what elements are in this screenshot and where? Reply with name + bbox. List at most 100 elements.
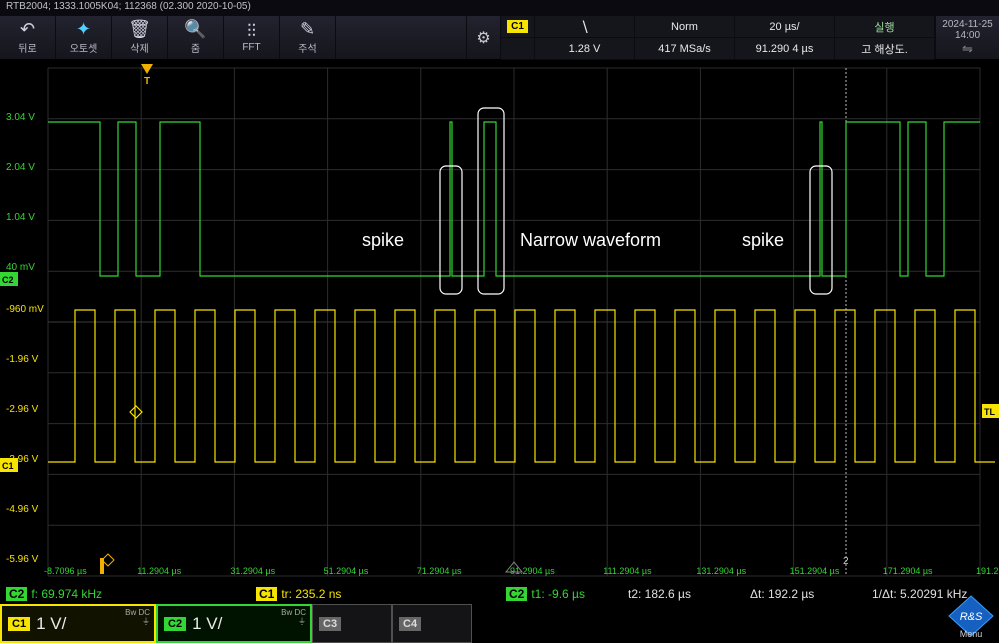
svg-text:2: 2 (843, 556, 849, 567)
meas-risetime[interactable]: C1 tr: 235.2 ns (250, 584, 500, 604)
svg-text:-2.96 V: -2.96 V (6, 404, 39, 415)
back-label: 뒤로 (18, 40, 36, 55)
autoset-label: 오토셋 (70, 40, 98, 55)
c1-scale: 1 V/ (36, 614, 66, 634)
meas3-chtag: C2 (506, 587, 527, 601)
device-titlebar: RTB2004; 1333.1005K04; 112368 (02.300 20… (0, 0, 999, 16)
trash-icon: 🗑 (128, 20, 151, 38)
svg-text:-4.96 V: -4.96 V (6, 504, 39, 515)
svg-text:-5.96 V: -5.96 V (6, 554, 39, 565)
svg-text:151.2904 µs: 151.2904 µs (790, 566, 840, 576)
date-text: 2024-11-25 (942, 19, 992, 30)
c2-name: C2 (164, 617, 186, 631)
waveform-display[interactable]: 3.04 V 2.04 V 1.04 V 40 mV -960 mV -1.96 V -2.… (0, 60, 999, 584)
svg-text:3.04 V: 3.04 V (6, 112, 35, 123)
acq-mode-cell[interactable]: Norm (635, 16, 735, 38)
zoom-button[interactable]: 🔍 줌 (168, 16, 224, 59)
trigger-level-cell[interactable]: 1.28 V (535, 38, 635, 60)
meas-cursor-dt[interactable]: Δt: 192.2 µs (744, 584, 866, 604)
c2-coupling: Bᴡ DC ⏚ (281, 608, 306, 626)
status-c1-badge[interactable]: C1 (501, 16, 535, 38)
svg-text:spike: spike (742, 230, 784, 250)
meas5-value: Δt: 192.2 µs (750, 587, 814, 601)
falling-edge-icon: ∖ (580, 18, 590, 36)
svg-text:Narrow waveform: Narrow waveform (520, 230, 661, 250)
meas2-chtag: C1 (256, 587, 277, 601)
svg-text:51.2904 µs: 51.2904 µs (324, 566, 369, 576)
status-blank (501, 38, 535, 60)
c3-name: C3 (319, 617, 341, 631)
meas-frequency[interactable]: C2 f: 69.974 kHz (0, 584, 250, 604)
delete-button[interactable]: 🗑 삭제 (112, 16, 168, 59)
undo-icon: ↶ (20, 20, 35, 38)
measurement-bar: C2 f: 69.974 kHz C1 tr: 235.2 ns C2 t1: … (0, 584, 999, 604)
channel-c3-panel[interactable]: C3 (312, 604, 392, 643)
autoset-icon: ✦ (76, 20, 91, 38)
annotate-label: 주석 (298, 40, 316, 55)
run-state-cell[interactable]: 실행 (835, 16, 935, 38)
svg-text:31.2904 µs: 31.2904 µs (230, 566, 275, 576)
fft-icon: ⫶⫶ (247, 22, 256, 40)
annotate-button[interactable]: ✎ 주석 (280, 16, 336, 59)
usb-icon: ⇋ (962, 41, 973, 57)
c2-scale: 1 V/ (192, 614, 222, 634)
hd-mode-cell[interactable]: 고 해상도. (835, 38, 935, 60)
svg-text:111.2904 µs: 111.2904 µs (603, 566, 652, 576)
horizontal-pos-cell[interactable]: 91.290 4 µs (735, 38, 835, 60)
channel-c2-panel[interactable]: C2 1 V/ Bᴡ DC ⏚ (156, 604, 312, 643)
svg-text:2.04 V: 2.04 V (6, 162, 35, 173)
zoom-icon: 🔍 (184, 20, 206, 38)
trigger-edge-cell[interactable]: ∖ (535, 16, 635, 38)
toolbar-spacer (336, 16, 466, 59)
device-id-text: RTB2004; 1333.1005K04; 112368 (02.300 20… (6, 1, 251, 15)
fft-label: FFT (242, 42, 260, 53)
time-text: 14:00 (955, 30, 980, 41)
svg-text:1.04 V: 1.04 V (6, 212, 35, 223)
sample-rate-cell[interactable]: 417 MSa/s (635, 38, 735, 60)
waveform-svg: 3.04 V 2.04 V 1.04 V 40 mV -960 mV -1.96 V -2.… (0, 60, 999, 584)
rs-logo-text: R&S (960, 611, 983, 623)
autoset-button[interactable]: ✦ 오토셋 (56, 16, 112, 59)
settings-gear-button[interactable]: ⚙ (466, 16, 500, 59)
c2-bw: Bᴡ DC (281, 608, 306, 617)
top-toolbar: ↶ 뒤로 ✦ 오토셋 🗑 삭제 🔍 줌 ⫶⫶ FFT ✎ 주석 ⚙ C1 ∖ N… (0, 16, 999, 60)
svg-text:71.2904 µs: 71.2904 µs (417, 566, 462, 576)
svg-text:91.2904 µs: 91.2904 µs (510, 566, 555, 576)
delete-label: 삭제 (130, 40, 148, 55)
channel-c4-panel[interactable]: C4 (392, 604, 472, 643)
c1-name: C1 (8, 617, 30, 631)
svg-text:40 mV: 40 mV (6, 262, 35, 273)
meas4-value: t2: 182.6 µs (628, 587, 691, 601)
svg-text:T: T (144, 76, 150, 87)
menu-label: Menu (960, 629, 983, 638)
zoom-label: 줌 (191, 40, 200, 55)
meas1-value: f: 69.974 kHz (31, 587, 102, 601)
meas-cursor-t2[interactable]: t2: 182.6 µs (622, 584, 744, 604)
svg-text:191.2904 µs: 191.2904 µs (976, 566, 999, 576)
svg-text:-960 mV: -960 mV (6, 304, 44, 315)
back-button[interactable]: ↶ 뒤로 (0, 16, 56, 59)
meas1-chtag: C2 (6, 587, 27, 601)
svg-text:171.2904 µs: 171.2904 µs (883, 566, 933, 576)
meas3-value: t1: -9.6 µs (531, 587, 585, 601)
timebase-cell[interactable]: 20 µs/ (735, 16, 835, 38)
c1-coupling: Bᴡ DC ⏚ (125, 608, 150, 626)
brand-menu-corner[interactable]: R&S Menu (947, 594, 995, 641)
gear-icon: ⚙ (476, 28, 490, 48)
c1-gnd-icon: ⏚ (142, 617, 150, 626)
svg-text:C2: C2 (2, 275, 14, 285)
acquisition-status-cluster: C1 ∖ Norm 20 µs/ 실행 1.28 V 417 MSa/s 91.… (500, 16, 935, 59)
c1-tag-text: C1 (507, 20, 528, 33)
svg-text:spike: spike (362, 230, 404, 250)
fft-button[interactable]: ⫶⫶ FFT (224, 16, 280, 59)
c4-name: C4 (399, 617, 421, 631)
svg-text:TL: TL (984, 407, 995, 417)
datetime-block: 2024-11-25 14:00 ⇋ (935, 16, 999, 59)
svg-text:131.2904 µs: 131.2904 µs (696, 566, 746, 576)
meas-cursor-t1[interactable]: C2 t1: -9.6 µs (500, 584, 622, 604)
pencil-icon: ✎ (300, 20, 315, 38)
svg-text:-1.96 V: -1.96 V (6, 354, 39, 365)
c2-gnd-icon: ⏚ (298, 617, 306, 626)
c1-bw: Bᴡ DC (125, 608, 150, 617)
channel-c1-panel[interactable]: C1 1 V/ Bᴡ DC ⏚ (0, 604, 156, 643)
